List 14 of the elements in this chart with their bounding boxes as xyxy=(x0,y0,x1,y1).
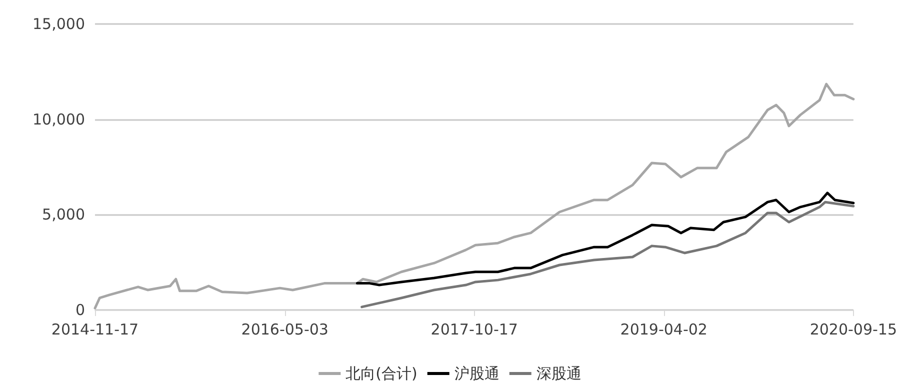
legend-label: 北向(合计) xyxy=(346,364,418,382)
x-tick-label: 2017-10-17 xyxy=(430,320,518,338)
y-tick-label: 10,000 xyxy=(32,110,85,128)
legend-label: 沪股通 xyxy=(454,364,500,382)
line-series xyxy=(356,192,855,286)
legend-label: 深股通 xyxy=(536,364,582,382)
x-tick-label: 2016-05-03 xyxy=(241,320,328,338)
x-tick-label: 2019-04-02 xyxy=(620,320,708,338)
y-tick-label: 5,000 xyxy=(42,206,85,224)
x-tick-label: 2014-11-17 xyxy=(51,320,139,338)
y-tick-label: 15,000 xyxy=(32,15,85,33)
line-series xyxy=(360,200,855,308)
x-tick-label: 2020-09-15 xyxy=(810,320,898,338)
y-tick-label: 0 xyxy=(75,301,85,319)
